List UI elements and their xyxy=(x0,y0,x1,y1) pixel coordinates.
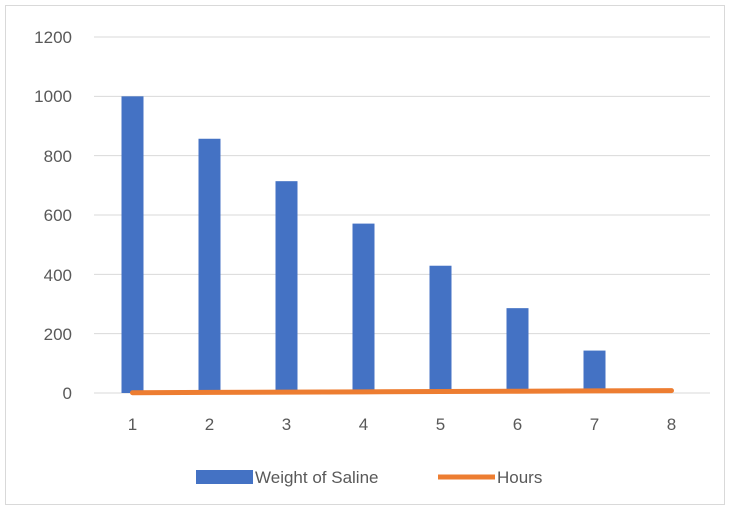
x-tick-label: 6 xyxy=(513,415,522,434)
x-tick-label: 1 xyxy=(128,415,137,434)
bar-weight-of-saline-6 xyxy=(506,308,529,393)
legend-label-hours: Hours xyxy=(497,468,542,487)
line-hours xyxy=(130,388,674,396)
bar-weight-of-saline-1 xyxy=(121,96,144,393)
x-tick-label: 5 xyxy=(436,415,445,434)
x-tick-label: 8 xyxy=(667,415,676,434)
x-tick-label: 7 xyxy=(590,415,599,434)
bar-weight-of-saline-3 xyxy=(275,181,298,393)
y-tick-label: 800 xyxy=(44,147,72,166)
bar-weight-of-saline-2 xyxy=(198,138,221,393)
y-tick-label: 200 xyxy=(44,325,72,344)
y-tick-label: 1200 xyxy=(34,28,72,47)
y-tick-label: 400 xyxy=(44,266,72,285)
bar-weight-of-saline-7 xyxy=(583,350,606,393)
gridlines xyxy=(94,36,710,394)
y-tick-label: 0 xyxy=(63,384,72,403)
legend-label-weight-of-saline: Weight of Saline xyxy=(255,468,378,487)
x-tick-label: 2 xyxy=(205,415,214,434)
x-tick-label: 3 xyxy=(282,415,291,434)
legend-swatch-weight-of-saline xyxy=(196,470,253,484)
x-tick-label: 4 xyxy=(359,415,368,434)
y-tick-label: 1000 xyxy=(34,87,72,106)
bar-series xyxy=(121,96,606,393)
bar-weight-of-saline-4 xyxy=(352,223,375,393)
x-axis-tick-labels: 1 2 3 4 5 6 7 8 xyxy=(128,415,676,434)
bar-weight-of-saline-5 xyxy=(429,265,452,393)
y-axis-tick-labels: 0 200 400 600 800 1000 1200 xyxy=(34,28,72,403)
legend: Weight of Saline Hours xyxy=(196,468,542,487)
y-tick-label: 600 xyxy=(44,206,72,225)
line-series xyxy=(130,388,674,396)
